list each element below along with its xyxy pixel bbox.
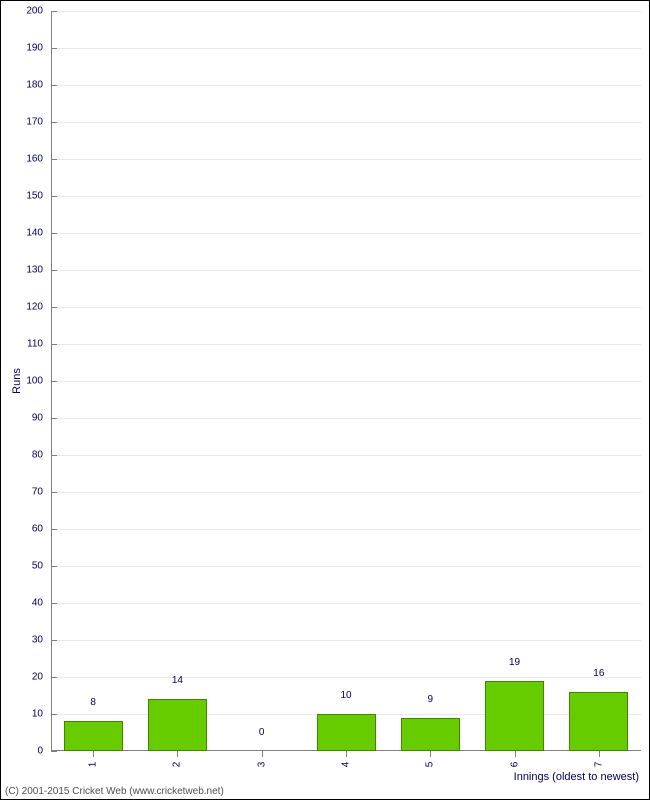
y-tick — [51, 196, 57, 197]
bar-value-label: 9 — [428, 694, 434, 705]
grid-line — [51, 307, 641, 308]
y-tick — [51, 48, 57, 49]
grid-line — [51, 233, 641, 234]
grid-line — [51, 85, 641, 86]
y-tick-label: 40 — [32, 598, 43, 609]
y-tick — [51, 677, 57, 678]
y-tick-label: 110 — [27, 339, 43, 350]
bar — [569, 692, 628, 751]
grid-line — [51, 196, 641, 197]
bar — [317, 714, 376, 751]
chart-frame: 0102030405060708090100110120130140150160… — [0, 0, 650, 800]
x-tick-label: 2 — [172, 762, 183, 768]
grid-line — [51, 455, 641, 456]
bar-value-label: 19 — [509, 657, 520, 668]
y-tick — [51, 233, 57, 234]
y-tick-label: 0 — [37, 746, 43, 757]
y-tick — [51, 714, 57, 715]
y-tick — [51, 381, 57, 382]
plot-area: 0102030405060708090100110120130140150160… — [51, 11, 641, 751]
y-tick — [51, 270, 57, 271]
y-tick-label: 180 — [26, 80, 43, 91]
y-tick — [51, 159, 57, 160]
x-tick-label: 5 — [425, 762, 436, 768]
grid-line — [51, 418, 641, 419]
y-tick-label: 30 — [32, 635, 43, 646]
y-tick — [51, 122, 57, 123]
grid-line — [51, 603, 641, 604]
y-tick — [51, 751, 57, 752]
y-tick — [51, 640, 57, 641]
bar — [148, 699, 207, 751]
y-tick-label: 70 — [32, 487, 43, 498]
y-tick-label: 20 — [32, 672, 43, 683]
x-tick-label: 1 — [88, 762, 99, 768]
y-tick — [51, 455, 57, 456]
x-tick — [430, 751, 431, 757]
y-axis-title: Runs — [11, 368, 23, 394]
x-tick-label: 4 — [341, 762, 352, 768]
x-tick — [515, 751, 516, 757]
y-tick-label: 140 — [26, 228, 43, 239]
y-tick-label: 120 — [26, 302, 43, 313]
y-tick-label: 80 — [32, 450, 43, 461]
bar — [401, 718, 460, 751]
y-tick-label: 100 — [26, 376, 43, 387]
y-tick-label: 170 — [26, 117, 43, 128]
grid-line — [51, 344, 641, 345]
y-tick-label: 200 — [26, 6, 43, 17]
x-tick-label: 3 — [256, 762, 267, 768]
y-tick-label: 10 — [32, 709, 43, 720]
grid-line — [51, 640, 641, 641]
chart-caption: (C) 2001-2015 Cricket Web (www.cricketwe… — [5, 786, 224, 797]
y-tick — [51, 344, 57, 345]
y-tick — [51, 603, 57, 604]
y-tick — [51, 85, 57, 86]
x-tick-label: 7 — [593, 762, 604, 768]
y-tick — [51, 566, 57, 567]
grid-line — [51, 11, 641, 12]
bar-value-label: 14 — [172, 675, 183, 686]
y-tick — [51, 307, 57, 308]
bar-value-label: 8 — [90, 697, 96, 708]
bar — [64, 721, 123, 751]
x-tick-label: 6 — [509, 762, 520, 768]
y-tick-label: 190 — [26, 43, 43, 54]
bar-value-label: 10 — [340, 690, 351, 701]
y-tick-label: 50 — [32, 561, 43, 572]
bar — [485, 681, 544, 751]
grid-line — [51, 159, 641, 160]
x-tick — [599, 751, 600, 757]
x-tick — [262, 751, 263, 757]
grid-line — [51, 566, 641, 567]
y-tick-label: 60 — [32, 524, 43, 535]
x-axis-title: Innings (oldest to newest) — [514, 771, 639, 783]
y-tick — [51, 418, 57, 419]
x-tick — [177, 751, 178, 757]
grid-line — [51, 492, 641, 493]
y-tick — [51, 11, 57, 12]
y-tick — [51, 492, 57, 493]
grid-line — [51, 48, 641, 49]
y-tick-label: 90 — [32, 413, 43, 424]
grid-line — [51, 381, 641, 382]
y-tick-label: 160 — [26, 154, 43, 165]
grid-line — [51, 270, 641, 271]
grid-line — [51, 122, 641, 123]
grid-line — [51, 677, 641, 678]
grid-line — [51, 529, 641, 530]
y-tick-label: 150 — [26, 191, 43, 202]
y-tick — [51, 529, 57, 530]
bar-value-label: 0 — [259, 727, 265, 738]
x-tick — [93, 751, 94, 757]
x-tick — [346, 751, 347, 757]
y-tick-label: 130 — [26, 265, 43, 276]
bar-value-label: 16 — [593, 668, 604, 679]
